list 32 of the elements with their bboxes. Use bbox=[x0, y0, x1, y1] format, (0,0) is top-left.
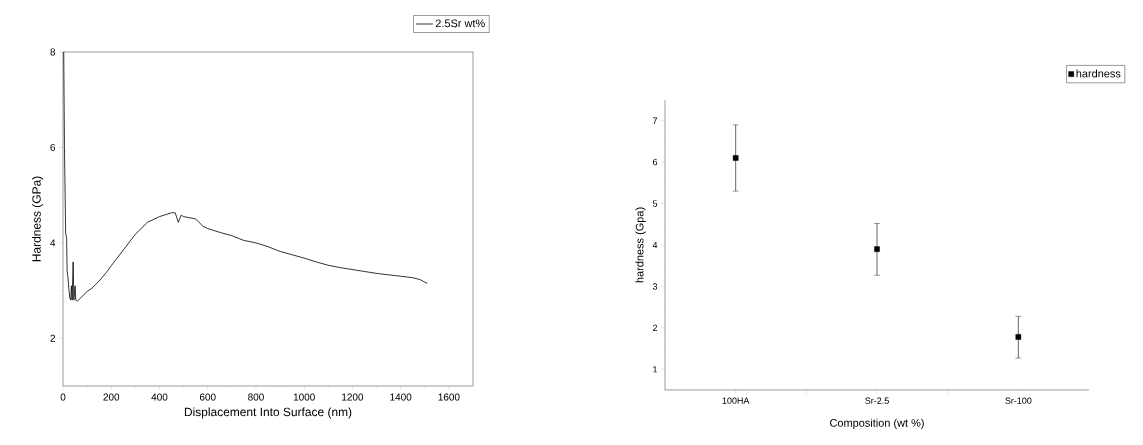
y-tick-label: 8 bbox=[50, 48, 56, 56]
x-axis-title: Composition (wt %) bbox=[830, 418, 924, 429]
point bbox=[732, 155, 739, 161]
x-axis-title: Displacement Into Surface (nm) bbox=[184, 407, 352, 419]
y-tick-label: 4 bbox=[50, 239, 56, 247]
x-tick-label: 1600 bbox=[438, 393, 460, 401]
x-tick-label: Sr-100 bbox=[1005, 397, 1032, 404]
x-tick-label: 400 bbox=[151, 393, 168, 401]
y-tick-label: 6 bbox=[652, 158, 658, 166]
y-tick-label: 2 bbox=[652, 324, 658, 331]
x-tick-label: 1200 bbox=[342, 393, 364, 401]
y-tick-label: 6 bbox=[50, 143, 56, 151]
y-axis-title: hardness (Gpa) bbox=[635, 207, 646, 283]
x-tick-label: 100HA bbox=[722, 397, 750, 404]
y-tick-label: 3 bbox=[652, 283, 658, 290]
x-tick-label: 600 bbox=[199, 393, 216, 401]
point bbox=[1015, 334, 1022, 340]
x-tick-label: Sr-2.5 bbox=[865, 397, 889, 404]
y-axis-title: Hardness (GPa) bbox=[31, 176, 44, 262]
y-tick-label: 7 bbox=[652, 117, 658, 124]
point bbox=[874, 246, 880, 252]
x-tick-label: 0 bbox=[60, 393, 66, 401]
x-tick-label: 1000 bbox=[293, 393, 315, 401]
legend-label: 2.5Sr wt% bbox=[435, 19, 485, 28]
y-tick-label: 4 bbox=[652, 241, 658, 249]
x-tick-label: 200 bbox=[103, 393, 120, 401]
x-tick-label: 1400 bbox=[390, 393, 412, 401]
y-tick-label: 2 bbox=[50, 334, 55, 342]
legend-label: hardness bbox=[1076, 69, 1121, 78]
y-tick-label: 1 bbox=[653, 366, 658, 373]
x-tick-label: 800 bbox=[248, 393, 264, 401]
y-tick-label: 5 bbox=[652, 200, 658, 207]
